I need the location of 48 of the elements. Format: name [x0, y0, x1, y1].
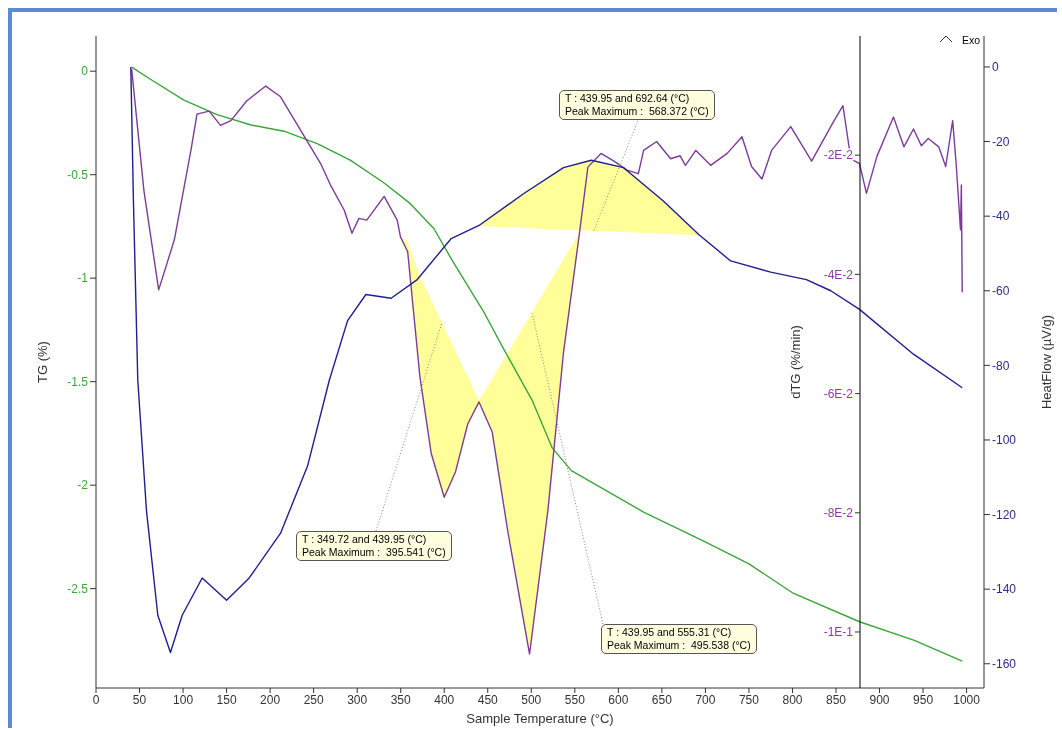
y2-tick-label: -1E-1 [823, 625, 854, 640]
y3-tick-label: 0 [992, 60, 999, 75]
y2-tick-label: -8E-2 [823, 505, 854, 520]
x-tick-label: 100 [173, 692, 194, 707]
y-tick-label: -1 [77, 271, 89, 286]
annotation: T : 439.95 and 555.31 (°C) Peak Maximum : 495.538 (°C) [601, 624, 757, 654]
x-tick-label: 800 [782, 692, 803, 707]
y3-tick-label: -140 [992, 582, 1017, 597]
x-tick-label: 50 [132, 692, 147, 707]
x-tick-label: 250 [303, 692, 324, 707]
y-tick-label: 0 [81, 64, 89, 79]
y-tick-label: -1.5 [67, 374, 89, 389]
y2-tick-label: -6E-2 [823, 386, 854, 401]
y2-tick-label: -4E-2 [823, 267, 854, 282]
x-tick-label: 750 [738, 692, 760, 707]
x-tick-label: 600 [608, 692, 629, 707]
x-tick-label: 0 [92, 692, 100, 707]
x-tick-label: 650 [651, 692, 673, 707]
x-tick-label: 1000 [953, 692, 981, 707]
x-tick-label: 150 [216, 692, 237, 707]
y-axis-title: TG (%) [34, 341, 50, 383]
y2-axis-title: dTG (%/min) [788, 325, 803, 399]
y-tick-label: -0.5 [67, 167, 89, 182]
x-tick-label: 450 [477, 692, 499, 707]
x-tick-label: 200 [260, 692, 281, 707]
x-tick-label: 550 [564, 692, 586, 707]
y3-tick-label: -20 [992, 134, 1010, 149]
x-tick-label: 850 [825, 692, 847, 707]
y3-tick-label: -80 [992, 358, 1010, 373]
y3-tick-label: -160 [992, 657, 1017, 672]
x-tick-label: 400 [434, 692, 455, 707]
x-axis-title: Sample Temperature (°C) [466, 711, 614, 726]
y3-tick-label: -60 [992, 284, 1010, 299]
y-tick-label: -2 [77, 478, 89, 493]
x-tick-label: 500 [521, 692, 542, 707]
x-tick-label: 300 [347, 692, 368, 707]
y3-tick-label: -100 [992, 433, 1017, 448]
annotation: T : 349.72 and 439.95 (°C) Peak Maximum : 395.541 (°C) [296, 531, 452, 561]
x-tick-label: 700 [695, 692, 716, 707]
x-tick-label: 950 [913, 692, 934, 707]
y-tick-label: -2.5 [67, 581, 89, 596]
annotation: T : 439.95 and 692.64 (°C) Peak Maximum : 568.372 (°C) [559, 90, 715, 120]
y3-tick-label: -120 [992, 507, 1017, 522]
x-tick-label: 350 [390, 692, 412, 707]
y3-tick-label: -40 [992, 209, 1010, 224]
annotation: Exo [962, 34, 981, 46]
x-tick-label: 900 [869, 692, 890, 707]
y3-axis-title: HeatFlow (µV/g) [1038, 314, 1054, 410]
